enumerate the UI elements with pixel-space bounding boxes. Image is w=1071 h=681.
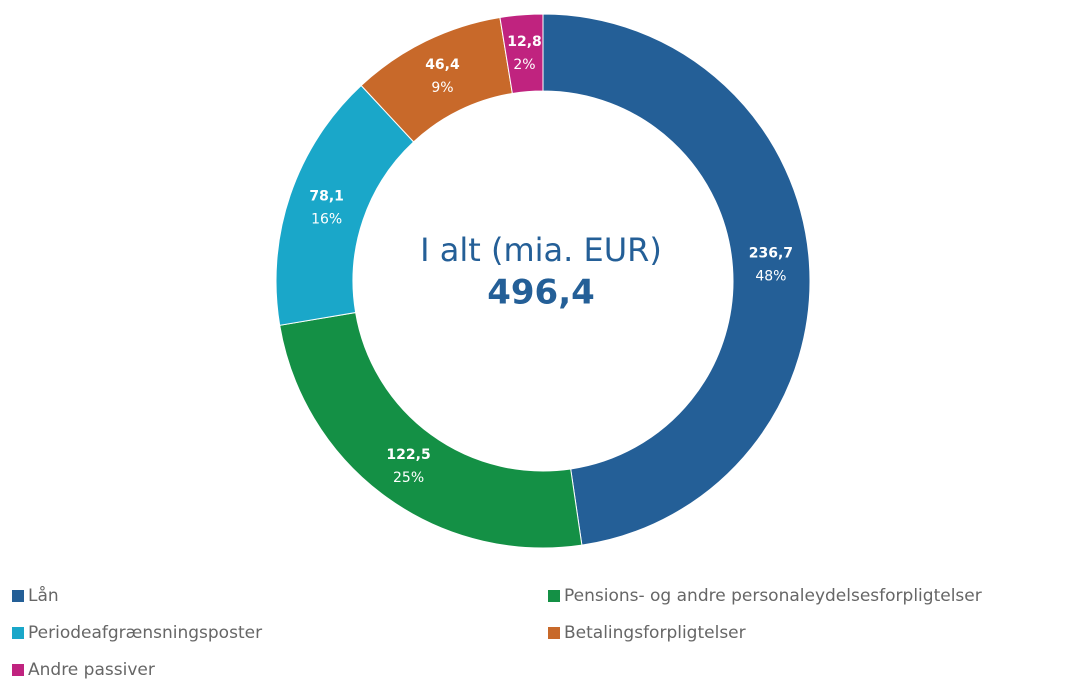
center-total: 496,4 bbox=[487, 273, 595, 313]
segment-value-label: 236,7 bbox=[749, 245, 793, 261]
legend-label: Lån bbox=[28, 585, 59, 606]
legend-label: Andre passiver bbox=[28, 660, 155, 680]
segment-value-label: 122,5 bbox=[386, 447, 430, 463]
segment-value-label: 12,8 bbox=[507, 34, 542, 50]
legend-label: Pensions- og andre personaleydelsesforpl… bbox=[564, 586, 982, 606]
legend-swatch bbox=[548, 627, 560, 639]
segment-percent-label: 48% bbox=[755, 268, 786, 284]
legend-swatch bbox=[548, 590, 560, 602]
donut-segment bbox=[279, 311, 583, 549]
donut-segment bbox=[542, 13, 811, 546]
legend-label: Periodeafgrænsningsposter bbox=[28, 623, 262, 643]
segment-percent-label: 16% bbox=[311, 212, 342, 228]
segment-percent-label: 25% bbox=[393, 470, 424, 486]
segment-percent-label: 2% bbox=[513, 57, 535, 73]
donut-segment bbox=[499, 13, 544, 95]
segment-value-label: 46,4 bbox=[425, 57, 460, 73]
legend-swatch bbox=[12, 627, 24, 639]
legend-swatch bbox=[12, 664, 24, 676]
center-title: I alt (mia. EUR) bbox=[420, 231, 662, 269]
segment-percent-label: 9% bbox=[431, 80, 453, 96]
donut-segment bbox=[275, 84, 415, 326]
legend-swatch bbox=[12, 590, 24, 602]
legend-label: Betalingsforpligtelser bbox=[564, 623, 746, 643]
segment-value-label: 78,1 bbox=[309, 189, 344, 205]
